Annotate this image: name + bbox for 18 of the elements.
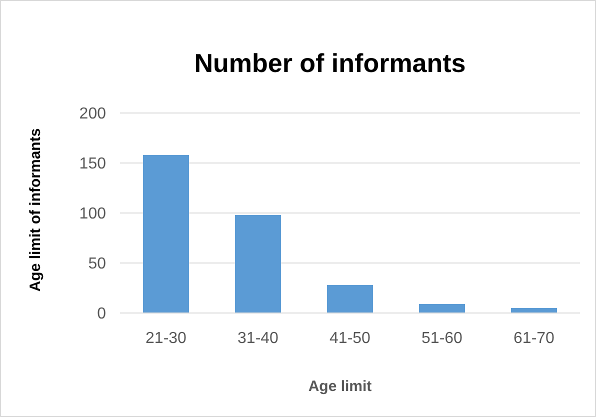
- chart-title: Number of informants: [194, 48, 466, 78]
- x-tick-label: 21-30: [146, 330, 187, 347]
- y-tick-label: 50: [88, 256, 106, 273]
- y-tick-label: 0: [97, 306, 106, 323]
- x-tick-label: 41-50: [330, 330, 371, 347]
- y-tick-label: 200: [79, 106, 106, 123]
- bar: [143, 155, 189, 313]
- bar: [235, 215, 281, 313]
- x-tick-label: 51-60: [422, 330, 463, 347]
- bar: [419, 304, 465, 313]
- x-tick-label: 61-70: [514, 330, 555, 347]
- bar: [511, 308, 557, 313]
- y-axis-title: Age limit of informants: [27, 128, 44, 292]
- y-tick-label: 100: [79, 206, 106, 223]
- y-tick-label: 150: [79, 156, 106, 173]
- x-axis-title: Age limit: [308, 378, 372, 395]
- x-tick-label: 31-40: [238, 330, 279, 347]
- bar: [327, 285, 373, 313]
